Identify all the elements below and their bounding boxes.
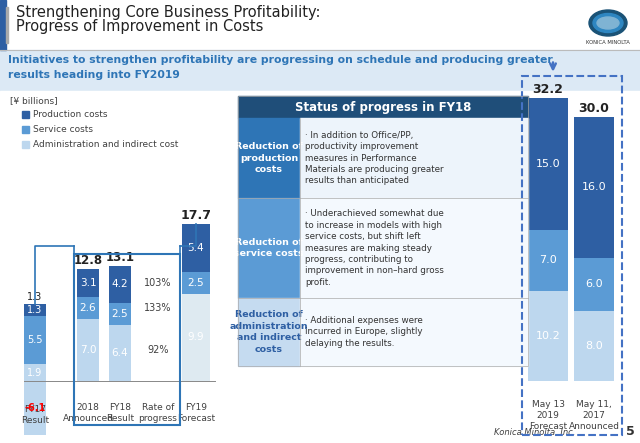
Bar	[0, 0, 640, 50]
Text: 1.3: 1.3	[28, 305, 43, 315]
Text: 2.5: 2.5	[112, 309, 128, 319]
Text: 16.0: 16.0	[582, 183, 606, 192]
Text: Status of progress in FY18: Status of progress in FY18	[295, 101, 471, 113]
Bar	[182, 294, 210, 381]
Bar	[0, 50, 640, 91]
Text: May 11,
2017
Announced: May 11, 2017 Announced	[568, 400, 620, 431]
Text: Production costs: Production costs	[33, 110, 108, 119]
Text: 17.7: 17.7	[180, 210, 211, 222]
Text: Administration and indirect cost: Administration and indirect cost	[33, 140, 179, 149]
Bar	[238, 96, 528, 118]
Bar	[24, 381, 46, 435]
Bar	[574, 117, 614, 258]
Text: 6.0: 6.0	[585, 279, 603, 289]
Text: 6.4: 6.4	[112, 348, 128, 358]
Bar	[238, 96, 528, 366]
Text: FY18
Result: FY18 Result	[106, 403, 134, 423]
Text: · Underachieved somewhat due
to increase in models with high
service costs, but : · Underachieved somewhat due to increase…	[305, 209, 444, 287]
Bar	[574, 311, 614, 381]
Text: [¥ billions]: [¥ billions]	[10, 96, 58, 105]
Bar	[238, 198, 300, 298]
Text: Reduction of
administration
and indirect
costs: Reduction of administration and indirect…	[230, 311, 308, 354]
Text: -6.1: -6.1	[24, 403, 45, 413]
Bar	[528, 229, 568, 291]
Text: 7.0: 7.0	[80, 345, 96, 355]
Bar	[528, 97, 568, 229]
Bar	[77, 269, 99, 296]
Ellipse shape	[593, 13, 623, 32]
Bar	[109, 266, 131, 303]
Text: 2.6: 2.6	[80, 303, 96, 313]
Bar	[300, 198, 528, 298]
Text: Strengthening Core Business Profitability:: Strengthening Core Business Profitabilit…	[16, 5, 321, 20]
Bar	[77, 296, 99, 319]
Text: · Additional expenses were
incurred in Europe, slightly
delaying the results.: · Additional expenses were incurred in E…	[305, 316, 423, 348]
Text: Reduction of
production
costs: Reduction of production costs	[235, 142, 303, 174]
Text: 32.2: 32.2	[532, 83, 563, 96]
Text: 15.0: 15.0	[536, 159, 560, 169]
Text: Rate of
progress: Rate of progress	[139, 403, 177, 423]
Bar	[528, 291, 568, 381]
Text: Service costs: Service costs	[33, 125, 93, 134]
Text: Progress of Improvement in Costs: Progress of Improvement in Costs	[16, 19, 264, 34]
Text: · In addition to Office/PP,
productivity improvement
measures in Performance
Mat: · In addition to Office/PP, productivity…	[305, 131, 444, 186]
Bar	[574, 258, 614, 311]
Text: FY19
Forecast: FY19 Forecast	[177, 403, 215, 423]
Ellipse shape	[589, 10, 627, 36]
Text: 3.1: 3.1	[80, 278, 96, 288]
Text: KONICA MINOLTA: KONICA MINOLTA	[586, 40, 630, 45]
Text: Reduction of
service costs: Reduction of service costs	[234, 238, 304, 258]
Bar	[109, 303, 131, 325]
Text: 103%: 103%	[144, 278, 172, 288]
Text: 30.0: 30.0	[579, 102, 609, 115]
Text: 8.0: 8.0	[585, 341, 603, 351]
Bar	[0, 91, 640, 443]
Text: 1.9: 1.9	[28, 368, 43, 377]
Bar	[22, 141, 29, 148]
Text: 92%: 92%	[147, 345, 169, 355]
Bar	[74, 254, 180, 425]
Text: Initiatives to strengthen profitability are progressing on schedule and producin: Initiatives to strengthen profitability …	[8, 55, 553, 80]
Text: 5: 5	[627, 425, 635, 438]
Bar	[24, 304, 46, 316]
Bar	[24, 316, 46, 364]
Bar	[22, 111, 29, 118]
Bar	[22, 126, 29, 133]
Text: May 13
2019
Forecast: May 13 2019 Forecast	[529, 400, 567, 431]
Bar	[300, 118, 528, 198]
Text: 13.1: 13.1	[106, 251, 134, 264]
Text: 133%: 133%	[144, 303, 172, 313]
Bar	[77, 319, 99, 381]
Text: 1.3: 1.3	[28, 292, 43, 303]
Text: 2018
Announced: 2018 Announced	[63, 403, 113, 423]
Bar	[6, 7, 8, 43]
Text: 12.8: 12.8	[74, 254, 102, 267]
Text: 7.0: 7.0	[539, 256, 557, 265]
Bar	[182, 224, 210, 272]
Text: 5.5: 5.5	[28, 335, 43, 345]
Bar	[24, 364, 46, 381]
Text: 9.9: 9.9	[188, 332, 204, 342]
Text: Konica Minolta, Inc.: Konica Minolta, Inc.	[493, 428, 575, 437]
Text: 2.5: 2.5	[188, 278, 204, 288]
Bar	[238, 298, 300, 366]
Bar	[300, 298, 528, 366]
Bar	[109, 325, 131, 381]
Text: 4.2: 4.2	[112, 279, 128, 289]
Text: 10.2: 10.2	[536, 331, 561, 341]
Text: FY17
Result: FY17 Result	[21, 405, 49, 425]
Bar	[182, 272, 210, 294]
Bar	[522, 76, 622, 435]
Ellipse shape	[597, 17, 619, 29]
Text: 5.4: 5.4	[188, 243, 204, 253]
Bar	[0, 0, 6, 50]
Bar	[238, 118, 300, 198]
